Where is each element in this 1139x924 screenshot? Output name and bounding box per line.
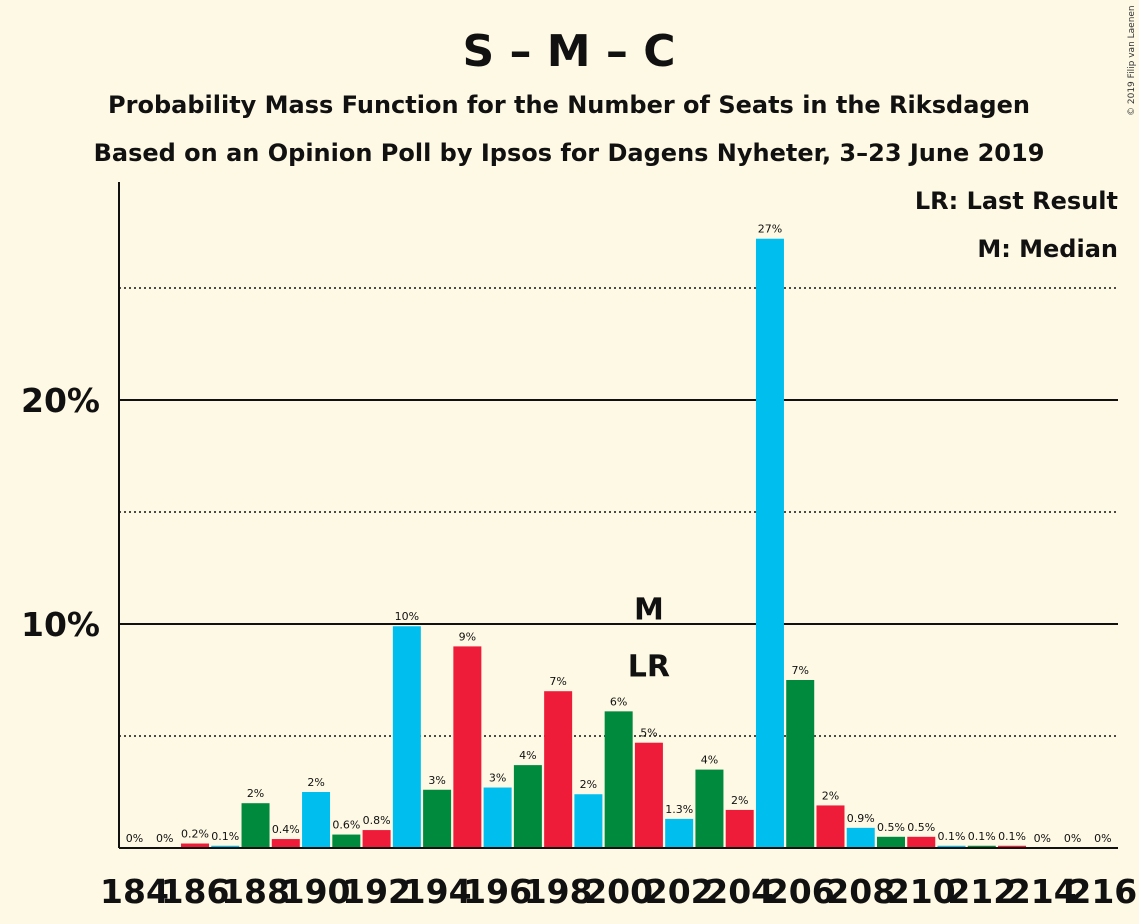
copyright-note: © 2019 Filip van Laenen — [1127, 5, 1137, 116]
x-tick-label: 200 — [584, 872, 653, 911]
x-tick-label: 216 — [1068, 872, 1137, 911]
x-tick-label: 194 — [403, 872, 472, 911]
bar-seat-207 — [816, 805, 845, 848]
x-axis-ticks: 1841861881901921941961982002022042062082… — [100, 872, 1137, 911]
bar-label-seat-216: 0% — [1094, 832, 1111, 845]
bar-label-seat-209: 0.5% — [877, 821, 905, 834]
x-tick-label: 190 — [282, 872, 351, 911]
bar-seat-198 — [544, 691, 573, 848]
bar-labels-group: 0% 0% 0.2% 0.1%2%0.4%2%0.6% 0.8%10%3%9%3%4%7… — [126, 223, 1112, 845]
bar-seat-213 — [998, 845, 1027, 848]
bar-label-seat-186: 0.2% — [181, 828, 209, 841]
bar-seat-191 — [332, 834, 361, 848]
bar-seat-190 — [302, 792, 331, 848]
bar-seat-211 — [937, 845, 966, 848]
bar-seat-203 — [695, 769, 724, 848]
bar-label-seat-191: 0.6% — [332, 819, 360, 832]
x-tick-label: 192 — [342, 872, 411, 911]
y-tick-label: 20% — [21, 381, 100, 420]
legend-median: M: Median — [977, 235, 1118, 263]
bar-label-seat-192: 0.8% — [363, 814, 391, 827]
bar-label-seat-189: 0.4% — [272, 823, 300, 836]
bar-seat-194 — [423, 789, 452, 848]
bar-label-seat-215: 0% — [1064, 832, 1081, 845]
bar-label-seat-206: 7% — [791, 664, 808, 677]
bar-label-seat-214: 0% — [1034, 832, 1051, 845]
bar-seat-197 — [513, 765, 542, 848]
bar-label-seat-198: 7% — [549, 675, 566, 688]
chart-title: S – M – C — [462, 26, 675, 77]
bar-label-seat-200: 6% — [610, 695, 627, 708]
x-tick-label: 188 — [221, 872, 290, 911]
bar-label-seat-212: 0.1% — [968, 830, 996, 843]
x-tick-label: 206 — [766, 872, 835, 911]
x-tick-label: 202 — [645, 872, 714, 911]
bar-label-seat-213: 0.1% — [998, 830, 1026, 843]
bar-label-seat-207: 2% — [822, 789, 839, 802]
chart-subtitle: Probability Mass Function for the Number… — [108, 91, 1030, 119]
bar-label-seat-187: 0.1% — [211, 830, 239, 843]
bar-seat-202 — [665, 818, 694, 848]
bar-label-seat-195: 9% — [459, 630, 476, 643]
bar-label-seat-201: 5% — [640, 727, 657, 740]
bar-seat-201 — [634, 742, 663, 848]
bar-label-seat-184: 0% — [126, 832, 143, 845]
bar-label-seat-199: 2% — [580, 778, 597, 791]
x-tick-label: 198 — [524, 872, 593, 911]
bar-seat-187 — [211, 845, 240, 848]
bar-label-seat-194: 3% — [428, 774, 445, 787]
bar-seat-212 — [967, 845, 996, 848]
gridlines — [119, 287, 1118, 737]
bar-label-seat-205: 27% — [758, 223, 782, 236]
bar-label-seat-185: 0% — [156, 832, 173, 845]
x-tick-label: 212 — [947, 872, 1016, 911]
bar-seat-192 — [362, 830, 391, 848]
chart-subtitle-source: Based on an Opinion Poll by Ipsos for Da… — [94, 139, 1045, 167]
bar-seat-195 — [453, 646, 482, 848]
bar-seat-189 — [271, 839, 300, 848]
bar-seat-206 — [786, 680, 815, 848]
bar-label-seat-197: 4% — [519, 749, 536, 762]
bar-seat-193 — [392, 626, 421, 848]
bar-label-seat-211: 0.1% — [938, 830, 966, 843]
bar-label-seat-204: 2% — [731, 794, 748, 807]
bar-label-seat-196: 3% — [489, 772, 506, 785]
bar-seat-205 — [755, 238, 784, 849]
bar-seat-188 — [241, 803, 270, 848]
last-result-marker: LR — [628, 650, 670, 685]
bar-seat-200 — [604, 711, 633, 848]
bar-label-seat-202: 1.3% — [665, 803, 693, 816]
x-tick-label: 186 — [161, 872, 230, 911]
legend-last-result: LR: Last Result — [915, 187, 1118, 215]
bar-label-seat-188: 2% — [247, 787, 264, 800]
bar-label-seat-190: 2% — [307, 776, 324, 789]
bar-label-seat-208: 0.9% — [847, 812, 875, 825]
x-tick-label: 210 — [887, 872, 956, 911]
x-tick-label: 184 — [100, 872, 169, 911]
bar-seat-196 — [483, 787, 512, 848]
median-marker: M — [634, 593, 664, 628]
bar-seat-208 — [846, 827, 875, 848]
y-tick-label: 10% — [21, 605, 100, 644]
bar-label-seat-193: 10% — [395, 610, 419, 623]
y-axis-ticks: 10% 20% — [21, 381, 100, 644]
bar-seat-199 — [574, 794, 603, 848]
bar-seat-186 — [181, 843, 210, 848]
bar-seat-210 — [907, 836, 936, 848]
x-tick-label: 214 — [1008, 872, 1077, 911]
bar-label-seat-203: 4% — [701, 754, 718, 767]
x-tick-label: 208 — [826, 872, 895, 911]
bars-group — [181, 238, 1027, 849]
x-tick-label: 196 — [463, 872, 532, 911]
bar-seat-209 — [877, 836, 905, 848]
bar-seat-204 — [725, 809, 754, 848]
x-tick-label: 204 — [705, 872, 774, 911]
bar-label-seat-210: 0.5% — [907, 821, 935, 834]
